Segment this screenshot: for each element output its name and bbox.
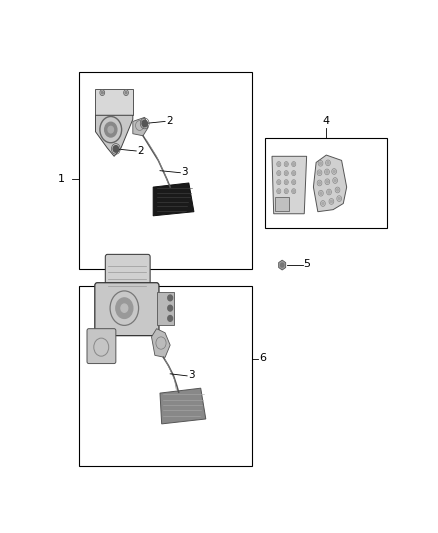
Circle shape [101, 92, 103, 94]
Text: 4: 4 [323, 116, 330, 126]
Circle shape [338, 197, 340, 200]
Bar [275, 197, 289, 211]
Circle shape [285, 190, 287, 192]
Circle shape [121, 304, 128, 312]
Circle shape [116, 298, 133, 318]
Circle shape [142, 120, 148, 127]
Circle shape [113, 146, 119, 152]
Polygon shape [160, 388, 206, 424]
Bar [95, 88, 133, 115]
Text: 6: 6 [259, 353, 266, 363]
Circle shape [336, 189, 339, 191]
Circle shape [327, 161, 329, 164]
FancyBboxPatch shape [95, 282, 159, 336]
Circle shape [293, 181, 295, 183]
Circle shape [326, 181, 328, 183]
Bar [78, 286, 251, 466]
FancyBboxPatch shape [105, 254, 150, 290]
Polygon shape [156, 292, 173, 325]
Circle shape [285, 172, 287, 174]
Circle shape [108, 126, 113, 133]
Circle shape [333, 170, 335, 173]
Circle shape [293, 190, 295, 192]
Polygon shape [272, 156, 307, 214]
Text: 5: 5 [304, 259, 311, 269]
Circle shape [320, 162, 321, 165]
Circle shape [125, 92, 127, 94]
Text: 3: 3 [181, 167, 187, 177]
Circle shape [328, 191, 330, 193]
Polygon shape [133, 117, 148, 136]
Circle shape [278, 190, 280, 192]
Circle shape [105, 122, 117, 137]
Polygon shape [152, 329, 170, 358]
Circle shape [280, 263, 284, 267]
FancyBboxPatch shape [87, 329, 116, 364]
Polygon shape [279, 260, 286, 270]
Circle shape [293, 172, 295, 174]
Polygon shape [95, 115, 133, 156]
Circle shape [285, 181, 287, 183]
Text: 2: 2 [137, 146, 144, 156]
Circle shape [318, 182, 321, 184]
Circle shape [278, 163, 280, 165]
Circle shape [318, 172, 321, 174]
Circle shape [293, 163, 295, 165]
Bar [265, 138, 387, 228]
Circle shape [168, 295, 173, 301]
Circle shape [285, 163, 287, 165]
Circle shape [278, 181, 280, 183]
Circle shape [168, 316, 173, 321]
Circle shape [168, 305, 173, 311]
Circle shape [320, 192, 322, 195]
Text: 3: 3 [188, 370, 194, 381]
Circle shape [322, 202, 324, 205]
Polygon shape [314, 155, 346, 212]
Text: 1: 1 [58, 174, 65, 184]
Bar [78, 72, 251, 269]
Text: 2: 2 [166, 116, 173, 126]
Circle shape [334, 179, 336, 182]
Circle shape [278, 172, 280, 174]
Circle shape [330, 200, 332, 203]
Polygon shape [153, 183, 194, 216]
Circle shape [326, 171, 328, 173]
